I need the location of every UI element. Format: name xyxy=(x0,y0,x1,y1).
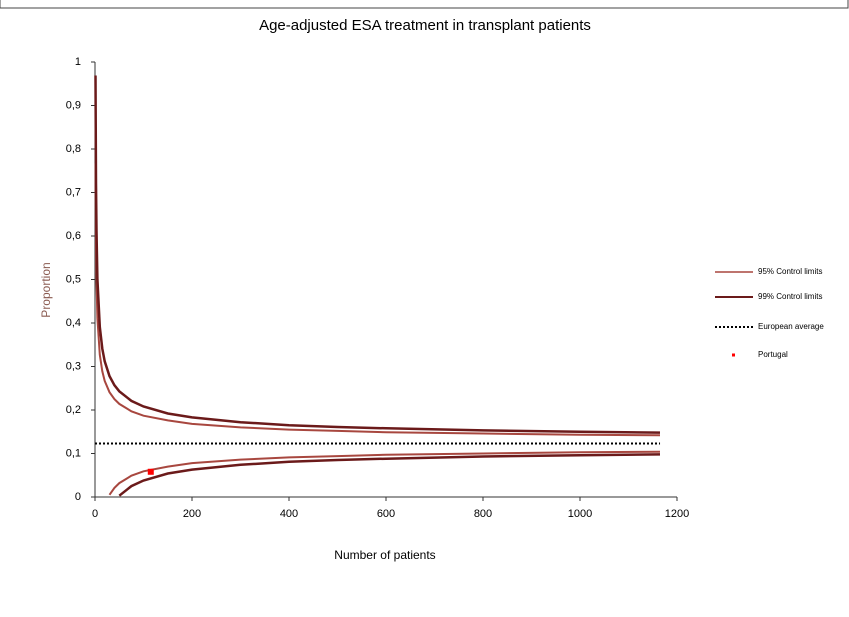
x-tick-label: 200 xyxy=(183,508,201,520)
control-limit-line xyxy=(94,75,661,434)
legend-swatch xyxy=(732,353,735,357)
frame xyxy=(0,0,849,9)
y-tick-label: 1 xyxy=(75,56,81,68)
control-limit-line xyxy=(108,450,661,496)
x-axis-label: Number of patients xyxy=(334,548,435,562)
y-tick-label: 0,9 xyxy=(66,99,81,111)
legend-text: European average xyxy=(758,322,824,331)
x-tick-label: 400 xyxy=(280,508,298,520)
y-tick-label: 0,7 xyxy=(66,186,81,198)
legend-text: 99% Control limits xyxy=(758,292,822,301)
legend-text: Portugal xyxy=(758,350,788,359)
y-tick-label: 0 xyxy=(75,491,81,503)
chart-title: Age-adjusted ESA treatment in transplant… xyxy=(259,17,591,34)
x-tick-label: 1200 xyxy=(665,508,689,520)
data-point xyxy=(147,468,154,475)
control-limit-line xyxy=(94,163,661,437)
y-axis-label: Proportion xyxy=(39,262,53,317)
control-limit-line xyxy=(118,453,661,497)
legend-text: 95% Control limits xyxy=(758,267,822,276)
x-tick-label: 0 xyxy=(92,508,98,520)
y-tick-label: 0,6 xyxy=(66,230,81,242)
y-tick-label: 0,2 xyxy=(66,404,81,416)
y-tick-label: 0,4 xyxy=(66,317,81,329)
y-tick-label: 0,1 xyxy=(66,447,81,459)
x-tick-label: 600 xyxy=(377,508,395,520)
x-tick-label: 1000 xyxy=(568,508,592,520)
y-tick-label: 0,5 xyxy=(66,273,81,285)
y-tick-label: 0,3 xyxy=(66,360,81,372)
y-tick-label: 0,8 xyxy=(66,143,81,155)
x-tick-label: 800 xyxy=(474,508,492,520)
